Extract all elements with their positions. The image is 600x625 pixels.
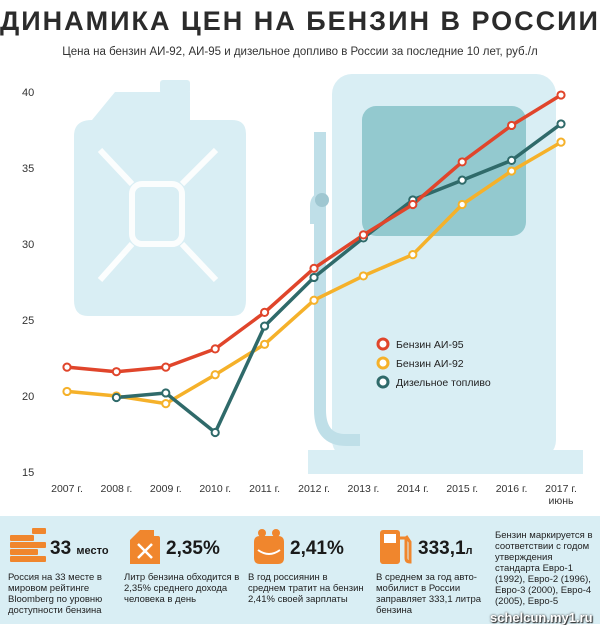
stacked-coins-icon bbox=[10, 528, 46, 562]
data-point-ai95 bbox=[111, 367, 122, 377]
data-point-diesel bbox=[556, 119, 566, 129]
data-point-ai95 bbox=[457, 157, 467, 167]
y-tick-label: 35 bbox=[22, 163, 34, 175]
x-tick-label: 2016 г. bbox=[496, 483, 528, 495]
data-point-diesel bbox=[111, 392, 122, 403]
stat-salary-share-value: 2,41% bbox=[290, 538, 344, 559]
data-point-ai92 bbox=[408, 250, 418, 260]
legend-label: Бензин АИ-95 bbox=[396, 339, 464, 351]
data-point-diesel bbox=[210, 427, 220, 438]
data-point-ai92 bbox=[260, 339, 270, 349]
series-line-diesel bbox=[116, 122, 563, 435]
data-point-diesel bbox=[507, 155, 517, 165]
y-tick-label: 20 bbox=[22, 391, 34, 403]
x-tick-label: 2017 г. bbox=[545, 483, 577, 495]
data-point-ai95 bbox=[161, 362, 171, 372]
y-tick-label: 25 bbox=[22, 315, 34, 327]
data-point-diesel bbox=[309, 272, 319, 283]
data-point-ai92 bbox=[161, 399, 171, 409]
x-tick-label: 2013 г. bbox=[348, 483, 380, 495]
stat-yearly-liters: 333,1л В среднем за год авто-мобилист в … bbox=[376, 516, 494, 624]
data-point-ai92 bbox=[507, 166, 517, 176]
stat-salary-share-description: В год россиянин в среднем тратит на бенз… bbox=[248, 572, 364, 605]
stat-daily-income: 2,35% Литр бензина обходится в 2,35% сре… bbox=[124, 516, 242, 624]
price-chart: 15 20 25 30 35 40 2007 г. 2008 г. 2009 г. 2010 г.… bbox=[22, 74, 583, 507]
x-tick-label: 2011 г. bbox=[249, 483, 280, 495]
data-point-diesel bbox=[457, 175, 467, 185]
legend-marker bbox=[376, 375, 390, 389]
canister-background-icon bbox=[74, 80, 246, 316]
stat-salary-share: 2,41% В год россиянин в среднем тратит н… bbox=[248, 516, 372, 624]
data-point-ai92 bbox=[358, 271, 368, 281]
data-point-ai92 bbox=[457, 199, 467, 210]
fuel-pump-background-icon bbox=[308, 74, 583, 474]
stat-daily-income-description: Литр бензина обходится в 2,35% среднего … bbox=[124, 572, 240, 605]
data-point-ai92 bbox=[309, 295, 319, 305]
legend-label: Дизельное топливо bbox=[396, 377, 491, 389]
fuel-pump-icon bbox=[380, 530, 412, 564]
x-tick-note: июнь bbox=[548, 495, 574, 507]
data-point-ai95 bbox=[556, 90, 566, 100]
x-tick-label: 2007 г. bbox=[51, 483, 83, 495]
data-point-ai92 bbox=[62, 386, 72, 397]
data-point-ai95 bbox=[62, 362, 72, 372]
x-tick-label: 2009 г. bbox=[150, 483, 182, 495]
y-tick-label: 40 bbox=[22, 87, 34, 99]
x-tick-label: 2015 г. bbox=[446, 483, 478, 495]
stat-daily-income-value: 2,35% bbox=[166, 538, 220, 559]
data-point-ai95 bbox=[507, 120, 517, 131]
data-point-ai95 bbox=[408, 199, 418, 210]
y-tick-label: 15 bbox=[22, 467, 34, 479]
stat-rank: 33 место Россия на 33 месте в мировом ре… bbox=[8, 516, 126, 624]
legend-item-diesel: Дизельное топливо bbox=[376, 375, 491, 389]
data-point-ai92 bbox=[210, 370, 220, 380]
legend-marker bbox=[376, 356, 390, 370]
chart-subtitle: Цена на бензин АИ-92, АИ-95 и дизельное … bbox=[62, 46, 538, 58]
data-point-ai95 bbox=[309, 263, 319, 273]
data-point-ai95 bbox=[210, 344, 220, 354]
data-point-ai95 bbox=[260, 307, 270, 317]
stat-yearly-liters-description: В среднем за год авто-мобилист в России … bbox=[376, 572, 482, 616]
data-point-ai95 bbox=[358, 230, 368, 240]
x-tick-label: 2014 г. bbox=[397, 483, 429, 495]
data-point-ai92 bbox=[556, 137, 566, 147]
legend-item-ai92: Бензин АИ-92 bbox=[376, 356, 464, 370]
stat-rank-description: Россия на 33 месте в мировом рейтинге Bl… bbox=[8, 572, 103, 616]
x-tick-label: 2012 г. bbox=[298, 483, 330, 495]
x-tick-label: 2010 г. bbox=[199, 483, 231, 495]
watermark: schelcun.my1.ru bbox=[490, 610, 593, 625]
legend-item-ai95: Бензин АИ-95 bbox=[376, 337, 464, 351]
stat-rank-value: 33 место bbox=[50, 538, 109, 559]
canister-icon bbox=[130, 530, 160, 564]
y-tick-label: 30 bbox=[22, 239, 34, 251]
data-point-diesel bbox=[161, 388, 171, 398]
legend-label: Бензин АИ-92 bbox=[396, 358, 464, 370]
legend-marker bbox=[376, 337, 390, 351]
data-point-diesel bbox=[260, 321, 270, 331]
stat-yearly-liters-value: 333,1л bbox=[418, 538, 473, 559]
x-tick-label: 2008 г. bbox=[101, 483, 133, 495]
page-title: ДИНАМИКА ЦЕН НА БЕНЗИН В РОССИИ bbox=[0, 6, 600, 36]
euro-standards-note: Бензин маркируется в соответствии с годо… bbox=[495, 530, 593, 607]
stats-band: 33 место Россия на 33 месте в мировом ре… bbox=[0, 516, 600, 625]
wallet-icon bbox=[254, 529, 284, 564]
